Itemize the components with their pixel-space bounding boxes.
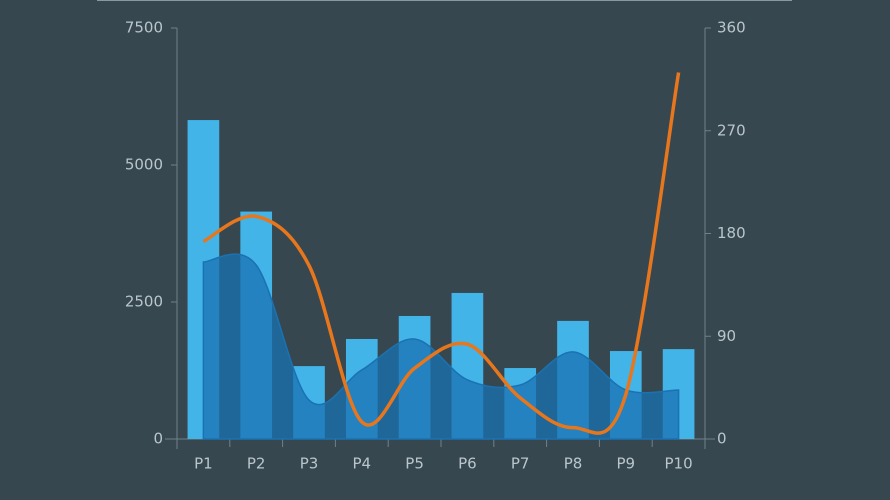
- y2-tick-label: 270: [717, 121, 746, 139]
- x-tick-label: P5: [405, 455, 424, 473]
- x-tick-label: P6: [458, 455, 477, 473]
- y-tick-label: 2500: [125, 293, 163, 311]
- x-tick-label: P2: [247, 455, 266, 473]
- y2-tick-label: 180: [717, 224, 746, 242]
- x-tick-label: P9: [617, 455, 636, 473]
- line: [202, 72, 681, 435]
- x-tick-label: P3: [300, 455, 319, 473]
- area: [202, 253, 680, 440]
- y-tick-label: 7500: [125, 19, 163, 37]
- y-tick-label: 5000: [125, 156, 163, 174]
- x-tick-label: P7: [511, 455, 530, 473]
- y2-tick-label: 0: [717, 430, 727, 448]
- y-tick-label: 0: [153, 430, 163, 448]
- y2-tick-label: 90: [717, 327, 736, 345]
- x-tick-label: P8: [564, 455, 583, 473]
- x-tick-label: P10: [665, 455, 693, 473]
- x-tick-label: P1: [194, 455, 213, 473]
- y2-tick-label: 360: [717, 19, 746, 37]
- x-tick-label: P4: [353, 455, 372, 473]
